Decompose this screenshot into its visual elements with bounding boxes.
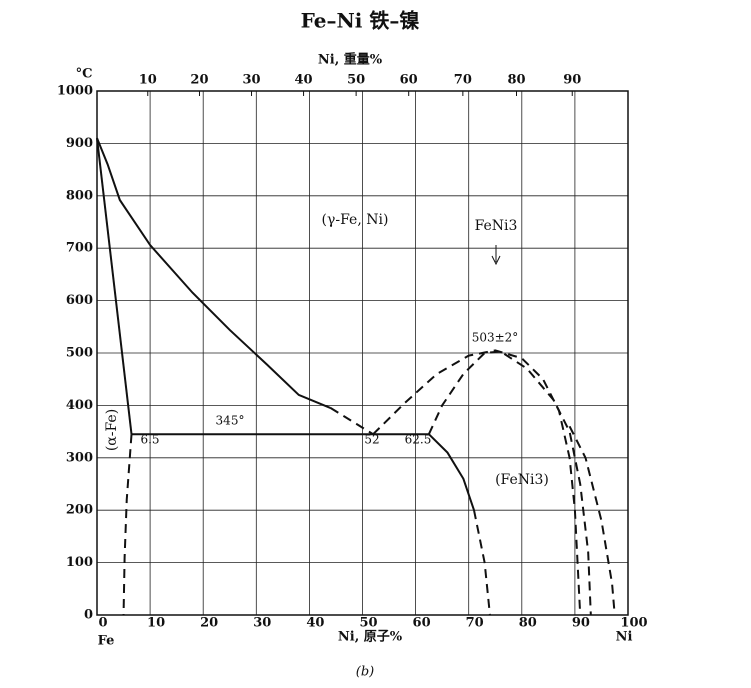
x-tick-label: 100: [620, 616, 647, 631]
x2-tick-label: 20: [190, 73, 208, 88]
x2-tick-label: 60: [400, 73, 418, 88]
annotation: (α-Fe): [104, 409, 120, 451]
x2-tick-label: 50: [347, 73, 365, 88]
y-tick-label: 800: [66, 188, 93, 203]
arrow-head: [491, 255, 501, 266]
x-end-label: Fe: [98, 634, 115, 649]
x2-tick-label: 90: [563, 73, 581, 88]
phase-boundary: [372, 349, 582, 616]
annotation: 52: [364, 433, 379, 447]
annotation: 62.5: [405, 433, 432, 447]
x-tick-label: 70: [466, 616, 484, 631]
annotation: (FeNi3): [495, 472, 549, 488]
x-tick-label: 20: [200, 616, 218, 631]
phase-boundary: [568, 425, 616, 616]
x-tick-label: 10: [147, 616, 165, 631]
x-tick-label: 40: [306, 616, 324, 631]
y-tick-label: 600: [66, 293, 93, 308]
y-tick-label: 200: [66, 503, 93, 518]
x2-tick-label: 70: [454, 73, 472, 88]
x2-tick-label: 30: [242, 73, 260, 88]
x2-tick-label: 10: [139, 73, 157, 88]
plot-frame: [96, 90, 629, 616]
phase-boundary: [122, 434, 133, 616]
phase-boundary: [330, 407, 374, 436]
x2-tick-label: 40: [295, 73, 313, 88]
phase-boundary: [96, 137, 332, 409]
annotation: 345°: [216, 414, 245, 428]
x-tick-label: 30: [253, 616, 271, 631]
y-tick-label: 1000: [57, 84, 93, 99]
y-tick-label: 100: [66, 555, 93, 570]
x2-axis-label: Ni, 重量%: [318, 52, 383, 68]
x-tick-label: 0: [98, 616, 107, 631]
x2-tick-label: 80: [507, 73, 525, 88]
x-tick-label: 60: [413, 616, 431, 631]
x-tick-label: 50: [359, 616, 377, 631]
annotation: FeNi3: [475, 218, 518, 234]
x-tick-label: 80: [519, 616, 537, 631]
chart-title: Fe–Ni 铁–镍: [301, 9, 420, 33]
y-tick-label: 700: [66, 241, 93, 256]
y-axis-label: °C: [76, 67, 93, 82]
annotation: 503±2°: [472, 331, 519, 345]
x-end-label: Ni: [616, 630, 633, 645]
annotation: 6.5: [140, 433, 159, 447]
phase-boundary: [473, 510, 491, 616]
y-tick-label: 0: [84, 608, 93, 623]
y-tick-label: 300: [66, 450, 93, 465]
y-tick-label: 500: [66, 346, 93, 361]
annotation: (γ-Fe, Ni): [322, 212, 389, 228]
x-axis-label: Ni, 原子%: [338, 630, 403, 645]
y-tick-label: 400: [66, 398, 93, 413]
phase-boundary: [428, 433, 475, 511]
y-tick-label: 900: [66, 136, 93, 151]
caption: (b): [356, 665, 374, 680]
x-tick-label: 90: [572, 616, 590, 631]
phase-boundary: [96, 138, 133, 435]
